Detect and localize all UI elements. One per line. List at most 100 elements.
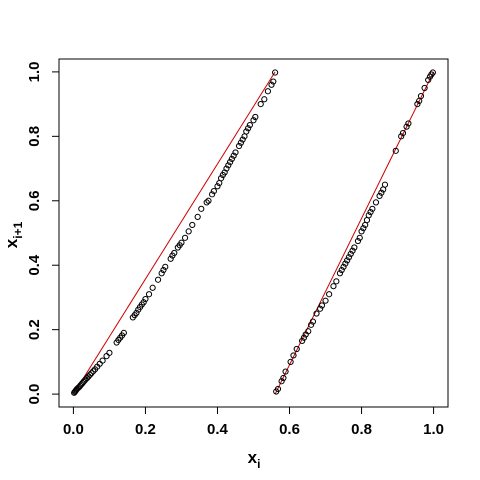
data-point	[257, 101, 264, 108]
data-point	[99, 357, 106, 364]
plot-frame	[58, 58, 449, 408]
y-axis: 0.0 0.2 0.4 0.6 0.8 1.0	[26, 61, 60, 405]
data-point	[261, 96, 268, 103]
data-point	[252, 113, 259, 121]
data-point	[399, 130, 407, 137]
x-tick-label: 1.0	[423, 421, 444, 438]
data-point	[158, 270, 165, 277]
data-point	[223, 165, 230, 172]
data-point	[230, 152, 237, 159]
data-point	[287, 358, 294, 365]
data-point	[345, 254, 353, 261]
data-point	[239, 136, 246, 143]
data-point	[160, 266, 167, 274]
data-point	[264, 88, 272, 95]
data-point	[347, 250, 354, 258]
data-point	[274, 385, 282, 393]
data-point	[194, 213, 201, 220]
y-tick-label: 0.6	[26, 190, 43, 211]
data-point	[221, 169, 228, 176]
data-point	[336, 270, 344, 277]
data-point	[208, 191, 216, 198]
data-point	[103, 352, 110, 360]
data-point	[367, 208, 374, 216]
data-point	[342, 260, 349, 267]
data-point	[280, 374, 287, 382]
data-point	[365, 212, 372, 219]
data-point	[305, 328, 312, 335]
data-point	[225, 162, 232, 169]
x-tick-label: 0.4	[207, 421, 229, 438]
data-point	[429, 69, 436, 76]
data-point	[414, 101, 421, 108]
data-point	[185, 228, 192, 235]
fit-line	[72, 71, 276, 395]
x-tick-label: 0.8	[351, 421, 372, 438]
data-point	[309, 318, 317, 325]
data-point	[417, 92, 425, 100]
data-point	[340, 263, 347, 270]
data-point	[106, 349, 113, 356]
data-point	[318, 302, 326, 309]
data-point	[228, 155, 235, 162]
data-point	[376, 192, 383, 200]
data-point	[392, 147, 399, 154]
fit-line	[274, 71, 435, 395]
data-point	[369, 205, 376, 212]
data-point	[293, 345, 300, 353]
y-axis-label: xi+1	[2, 221, 25, 248]
data-points	[71, 69, 436, 396]
x-tick-label: 0.6	[279, 421, 300, 438]
data-point	[351, 244, 358, 251]
data-point	[356, 234, 363, 241]
data-point	[282, 368, 289, 375]
data-point	[333, 278, 340, 285]
x-axis-label: xi	[248, 448, 261, 471]
data-point	[326, 291, 333, 298]
data-point	[372, 199, 380, 206]
data-point	[344, 257, 351, 264]
data-point	[142, 295, 149, 303]
data-point	[403, 123, 410, 130]
data-point	[278, 378, 285, 385]
x-axis: 0.0 0.2 0.4 0.6 0.8 1.0	[63, 406, 444, 438]
data-point	[154, 276, 162, 283]
y-tick-label: 0.0	[26, 384, 43, 405]
data-point	[237, 139, 244, 146]
data-point	[381, 181, 389, 188]
data-point	[250, 117, 257, 124]
y-tick-label: 0.4	[26, 254, 43, 276]
x-tick-label: 0.0	[63, 421, 84, 438]
data-point	[308, 321, 315, 328]
data-point	[268, 81, 275, 88]
data-point	[246, 121, 253, 129]
fit-lines	[72, 71, 435, 395]
data-point	[360, 225, 367, 232]
data-point	[322, 297, 329, 304]
data-point	[313, 310, 320, 317]
data-point	[140, 299, 147, 306]
data-point	[272, 69, 279, 76]
data-point	[86, 371, 94, 378]
data-point	[178, 239, 185, 246]
data-point	[181, 234, 189, 241]
x-tick-label: 0.2	[135, 421, 156, 438]
data-point	[425, 76, 432, 84]
data-point	[354, 237, 362, 245]
data-point	[171, 249, 178, 257]
data-point	[203, 199, 210, 206]
data-point	[120, 329, 127, 336]
data-point	[330, 283, 337, 290]
y-tick-label: 1.0	[26, 61, 43, 82]
data-point	[338, 266, 345, 274]
data-point	[421, 84, 428, 92]
data-point	[299, 337, 306, 345]
data-point	[405, 120, 412, 127]
data-point	[149, 284, 156, 291]
data-point	[226, 159, 234, 166]
data-point	[378, 189, 385, 196]
y-tick-label: 0.2	[26, 319, 43, 340]
data-point	[205, 197, 212, 204]
data-point	[145, 291, 153, 298]
